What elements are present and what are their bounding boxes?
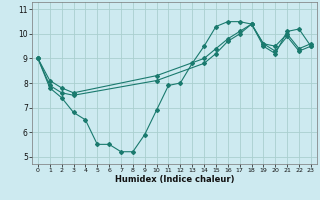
X-axis label: Humidex (Indice chaleur): Humidex (Indice chaleur) — [115, 175, 234, 184]
